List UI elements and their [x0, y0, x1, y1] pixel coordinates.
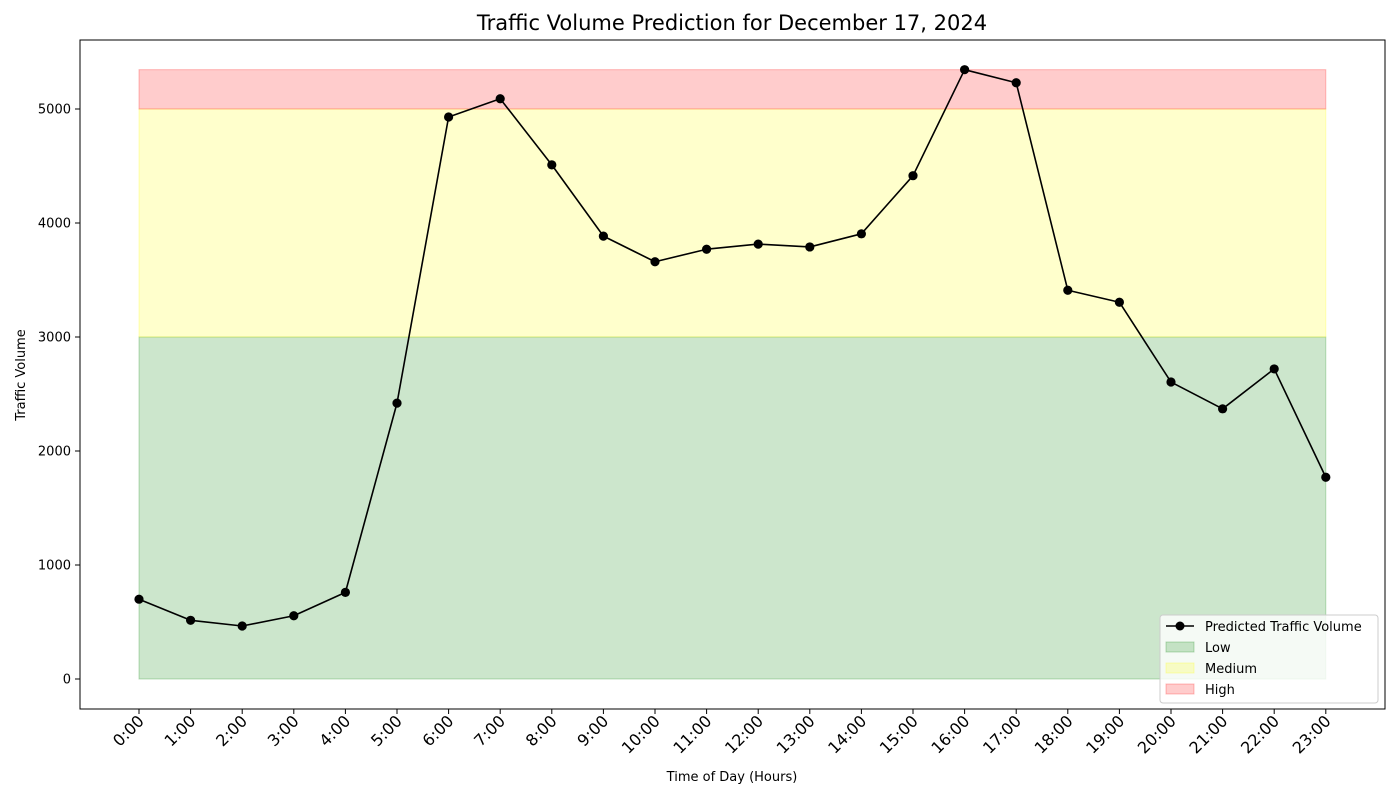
data-point-4:00 — [340, 587, 350, 597]
x-tick-label: 5:00 — [367, 711, 406, 750]
legend-swatch-high — [1165, 683, 1195, 695]
data-point-3:00 — [289, 611, 299, 621]
x-tick-label: 9:00 — [573, 711, 612, 750]
data-point-13:00 — [805, 242, 815, 252]
data-point-5:00 — [392, 398, 402, 408]
data-point-21:00 — [1218, 404, 1228, 414]
data-point-22:00 — [1269, 364, 1279, 374]
legend-swatch-low — [1165, 641, 1195, 653]
x-tick-label: 7:00 — [470, 711, 509, 750]
x-tick-label: 15:00 — [876, 711, 922, 757]
data-point-6:00 — [444, 112, 454, 122]
y-tick-label: 0 — [63, 673, 71, 688]
legend-label-predicted: Predicted Traffic Volume — [1205, 620, 1362, 635]
data-point-16:00 — [960, 65, 970, 75]
x-tick-label: 19:00 — [1082, 711, 1128, 757]
x-tick-label: 12:00 — [721, 711, 767, 757]
x-tick-label: 16:00 — [927, 711, 973, 757]
band-medium — [138, 108, 1327, 338]
band-high — [138, 69, 1327, 110]
legend-label-low: Low — [1205, 641, 1231, 656]
y-axis: 0 1000 2000 3000 4000 5000 — [38, 103, 80, 688]
y-tick-label: 4000 — [38, 217, 71, 232]
x-tick-label: 4:00 — [315, 711, 354, 750]
x-tick-label: 14:00 — [824, 711, 870, 757]
legend-swatch-medium — [1165, 662, 1195, 674]
y-tick-label: 2000 — [38, 445, 71, 460]
x-axis: 0:00 1:00 2:00 3:00 4:00 5:00 6:00 7:00 8:00 9:00… — [109, 709, 1335, 757]
x-tick-label: 13:00 — [773, 711, 819, 757]
data-point-10:00 — [650, 257, 660, 267]
data-point-12:00 — [753, 239, 763, 249]
x-tick-label: 1:00 — [161, 711, 200, 750]
x-tick-label: 20:00 — [1134, 711, 1180, 757]
x-tick-label: 6:00 — [419, 711, 458, 750]
data-point-0:00 — [134, 594, 144, 604]
data-point-18:00 — [1063, 285, 1073, 295]
x-tick-label: 18:00 — [1031, 711, 1077, 757]
plot-frame — [79, 39, 1386, 710]
chart-title: Traffic Volume Prediction for December 1… — [476, 11, 987, 35]
y-tick-label: 3000 — [38, 331, 71, 346]
y-tick-label: 5000 — [38, 103, 71, 118]
x-tick-label: 10:00 — [618, 711, 664, 757]
data-point-20:00 — [1166, 377, 1176, 387]
y-axis-label: Traffic Volume — [14, 329, 29, 422]
legend-marker-swatch — [1175, 621, 1185, 631]
x-tick-label: 17:00 — [979, 711, 1025, 757]
legend-label-high: High — [1205, 683, 1235, 698]
x-tick-label: 2:00 — [212, 711, 251, 750]
data-point-7:00 — [495, 94, 505, 104]
data-point-23:00 — [1321, 472, 1331, 482]
band-low — [138, 336, 1327, 680]
data-point-11:00 — [702, 244, 712, 254]
legend-label-medium: Medium — [1205, 662, 1257, 677]
data-point-15:00 — [908, 171, 918, 181]
data-point-17:00 — [1011, 78, 1021, 88]
data-point-8:00 — [547, 160, 557, 170]
x-tick-label: 23:00 — [1289, 711, 1335, 757]
x-tick-label: 22:00 — [1237, 711, 1283, 757]
threshold-bands — [138, 69, 1327, 680]
data-point-14:00 — [856, 229, 867, 239]
x-tick-label: 3:00 — [264, 711, 303, 750]
x-tick-label: 8:00 — [522, 711, 561, 750]
legend: Predicted Traffic Volume Low Medium High — [1159, 614, 1379, 704]
data-point-19:00 — [1114, 297, 1124, 307]
data-point-9:00 — [598, 231, 609, 241]
data-point-1:00 — [186, 615, 196, 625]
x-axis-label: Time of Day (Hours) — [666, 770, 798, 785]
legend-box — [1159, 614, 1379, 704]
y-tick-label: 1000 — [38, 559, 71, 574]
data-point-2:00 — [237, 621, 247, 631]
series-line — [138, 68, 1327, 627]
series-layer — [134, 65, 1331, 631]
x-tick-label: 0:00 — [109, 711, 148, 750]
x-tick-label: 11:00 — [669, 711, 715, 757]
x-tick-label: 21:00 — [1185, 711, 1231, 757]
